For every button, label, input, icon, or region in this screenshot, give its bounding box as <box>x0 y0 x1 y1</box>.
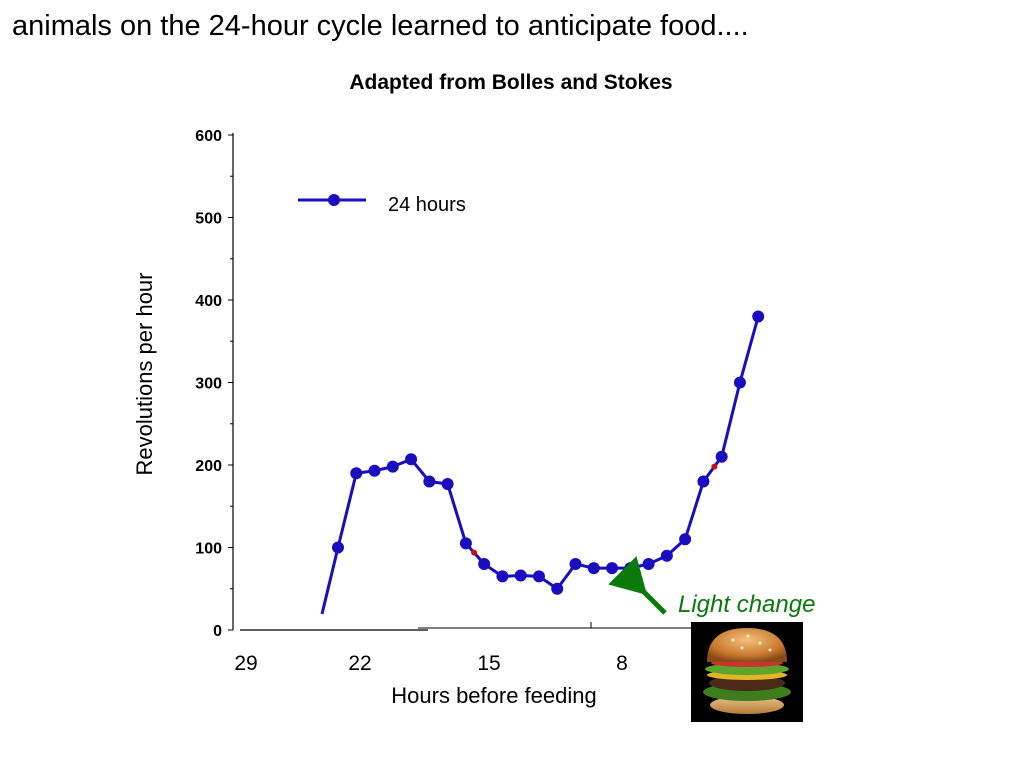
data-point <box>350 467 363 480</box>
red-marker <box>711 463 718 470</box>
data-point <box>624 562 637 575</box>
y-tick-label: 600 <box>195 128 222 145</box>
red-marker <box>471 549 478 556</box>
data-point <box>679 533 692 546</box>
data-point <box>551 582 564 595</box>
y-tick-label: 500 <box>195 211 222 228</box>
legend-swatch-marker <box>328 194 340 206</box>
legend: 24 hours <box>298 194 466 216</box>
y-axis: 0 100 200 300 400 500 600 <box>195 128 234 640</box>
slide-title: animals on the 24-hour cycle learned to … <box>12 10 749 42</box>
data-point <box>733 376 746 389</box>
data-point <box>697 475 710 488</box>
legend-label: 24 hours <box>388 194 466 216</box>
y-tick-label: 400 <box>195 293 222 310</box>
x-tick-label: 8 <box>616 652 628 675</box>
x-axis-label: Hours before feeding <box>391 683 596 708</box>
data-point <box>405 453 418 466</box>
data-point <box>496 570 509 583</box>
data-point <box>532 570 545 583</box>
x-axis: 29 22 15 8 <box>234 622 790 675</box>
y-tick-label: 200 <box>195 458 222 475</box>
data-point <box>660 549 673 562</box>
light-change-arrow <box>608 556 667 615</box>
data-point <box>606 562 619 575</box>
data-point <box>459 537 472 550</box>
data-point <box>441 477 454 490</box>
y-ticks: 0 100 200 300 400 500 600 <box>195 128 233 640</box>
data-point <box>423 475 436 488</box>
y-tick-label: 0 <box>213 623 222 640</box>
data-point <box>569 558 582 570</box>
light-change-label: Light change <box>678 591 815 618</box>
y-tick-label: 300 <box>195 376 222 393</box>
data-point <box>478 558 491 570</box>
series-24-hours <box>320 310 765 615</box>
data-point <box>368 464 381 477</box>
y-tick-label: 100 <box>195 541 222 558</box>
hamburger-image <box>691 622 803 722</box>
data-point <box>386 460 399 473</box>
data-point <box>752 310 765 323</box>
data-point <box>332 541 344 554</box>
data-point <box>642 558 655 570</box>
x-tick-label: 22 <box>348 652 371 675</box>
light-change-annotation: Light change <box>608 556 815 618</box>
x-tick-label: 15 <box>477 652 500 675</box>
chart-title: Adapted from Bolles and Stokes <box>349 71 672 94</box>
data-point <box>587 562 600 575</box>
data-point <box>715 450 728 463</box>
series-lead-in <box>320 547 340 615</box>
series-line <box>336 316 760 591</box>
y-axis-label: Revolutions per hour <box>132 272 157 475</box>
x-tick-label: 29 <box>234 652 257 675</box>
data-point <box>514 569 527 582</box>
